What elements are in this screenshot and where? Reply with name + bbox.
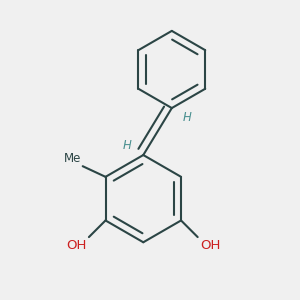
Text: H: H (123, 139, 132, 152)
Text: OH: OH (200, 239, 221, 252)
Text: OH: OH (66, 239, 86, 252)
Text: H: H (183, 111, 192, 124)
Text: Me: Me (64, 152, 81, 164)
